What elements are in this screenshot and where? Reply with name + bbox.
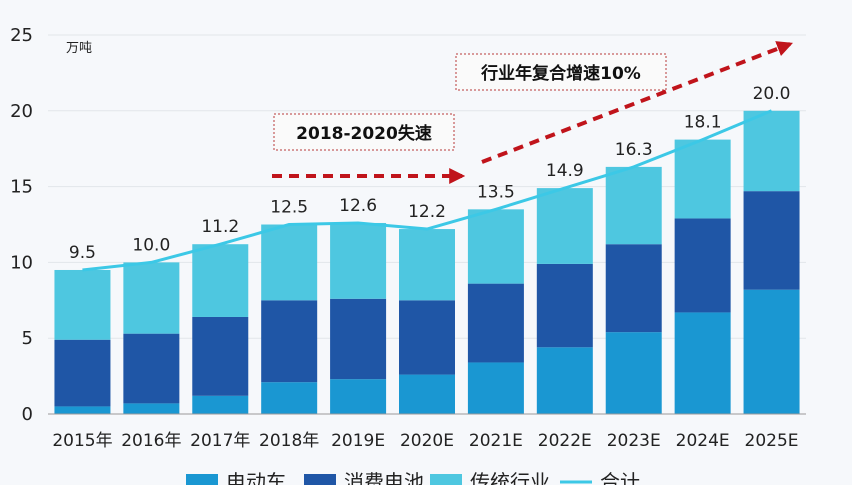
legend-swatch — [304, 474, 336, 485]
total-value-label: 20.0 — [753, 84, 791, 104]
bar-segment — [330, 298, 387, 380]
x-tick-label: 2025E — [745, 431, 799, 451]
x-tick-label: 2021E — [469, 431, 523, 451]
legend-label: 传统行业 — [470, 470, 550, 485]
total-value-label: 16.3 — [615, 140, 653, 160]
total-line — [82, 109, 773, 272]
total-value-label: 9.5 — [69, 243, 96, 263]
total-value-label: 12.6 — [339, 196, 377, 216]
x-tick-label: 2016年 — [121, 431, 181, 451]
arrow-cagr — [481, 41, 793, 164]
total-value-label: 11.2 — [201, 217, 239, 237]
total-value-label: 12.2 — [408, 202, 446, 222]
bar-segment — [536, 347, 593, 414]
bar-segment — [399, 374, 455, 414]
bar-segment — [54, 406, 111, 414]
bar-segment — [123, 333, 180, 404]
legend-label: 电动车 — [226, 470, 286, 485]
x-tick-label: 2023E — [607, 431, 661, 451]
legend-swatch — [430, 474, 462, 485]
bar-segment — [261, 300, 318, 383]
bar-segment — [536, 263, 593, 348]
y-tick-label: 25 — [10, 25, 33, 46]
bar-segment — [605, 166, 662, 245]
annotation-cagr: 行业年复合增速10% — [480, 63, 641, 84]
total-value-label: 10.0 — [132, 235, 170, 255]
x-tick-label: 2018年 — [259, 431, 319, 451]
total-value-label: 18.1 — [684, 113, 722, 133]
bar-segment — [605, 244, 662, 333]
x-axis-ticks: 2015年 2016年 2017年 2018年 2019E 2020E 2021E 2022E… — [52, 431, 798, 451]
bar-segment — [467, 209, 524, 284]
x-tick-label: 2020E — [400, 431, 454, 451]
unit-label: 万吨 — [66, 41, 92, 56]
y-tick-label: 15 — [10, 177, 33, 198]
y-axis-ticks: 0 5 10 15 20 25 — [10, 25, 33, 425]
bar-segment — [605, 332, 662, 414]
total-value-label: 13.5 — [477, 182, 515, 202]
bar-segment — [467, 283, 524, 363]
bar-segment — [123, 262, 180, 334]
x-tick-label: 2022E — [538, 431, 592, 451]
y-tick-label: 0 — [22, 404, 33, 425]
x-tick-label: 2019E — [331, 431, 385, 451]
bar-segment — [54, 339, 111, 407]
x-tick-label: 2024E — [676, 431, 730, 451]
bar-segment — [399, 229, 455, 301]
bar-segment — [192, 244, 249, 317]
annotation-slowdown: 2018-2020失速 — [296, 123, 432, 144]
bar-segment — [467, 362, 524, 414]
legend-label: 消费电池 — [344, 470, 424, 485]
x-tick-label: 2015年 — [52, 431, 112, 451]
bar-segment — [261, 224, 318, 301]
bar-segment — [261, 382, 318, 414]
total-value-label: 12.5 — [270, 198, 308, 218]
legend-label: 合计 — [600, 470, 640, 485]
legend-swatch — [186, 474, 218, 485]
bar-segment — [399, 300, 455, 375]
bars — [54, 110, 800, 414]
total-line-group — [82, 109, 773, 272]
bar-segment — [330, 379, 387, 414]
bar-segment — [123, 403, 180, 414]
legend: 电动车 消费电池 传统行业 合计 — [186, 470, 640, 485]
bar-segment — [674, 312, 731, 414]
total-labels: 9.5 10.0 11.2 12.5 12.6 12.2 13.5 14.9 16.3 18.1 2… — [69, 84, 791, 263]
y-tick-label: 10 — [10, 252, 33, 273]
bar-segment — [743, 289, 800, 414]
x-tick-label: 2017年 — [190, 431, 250, 451]
bar-segment — [54, 269, 111, 340]
y-tick-label: 5 — [22, 328, 33, 349]
bar-segment — [330, 222, 387, 299]
bar-segment — [192, 316, 249, 396]
annotation-box-cagr — [455, 53, 667, 91]
bar-segment — [192, 395, 249, 414]
total-value-label: 14.9 — [546, 161, 584, 181]
bar-segment — [743, 110, 800, 192]
bar-segment — [674, 139, 731, 219]
annotation-box-slowdown — [273, 113, 455, 151]
y-tick-label: 20 — [10, 101, 33, 122]
bar-segment — [743, 191, 800, 290]
bar-segment — [536, 188, 593, 264]
bar-segment — [674, 218, 731, 313]
